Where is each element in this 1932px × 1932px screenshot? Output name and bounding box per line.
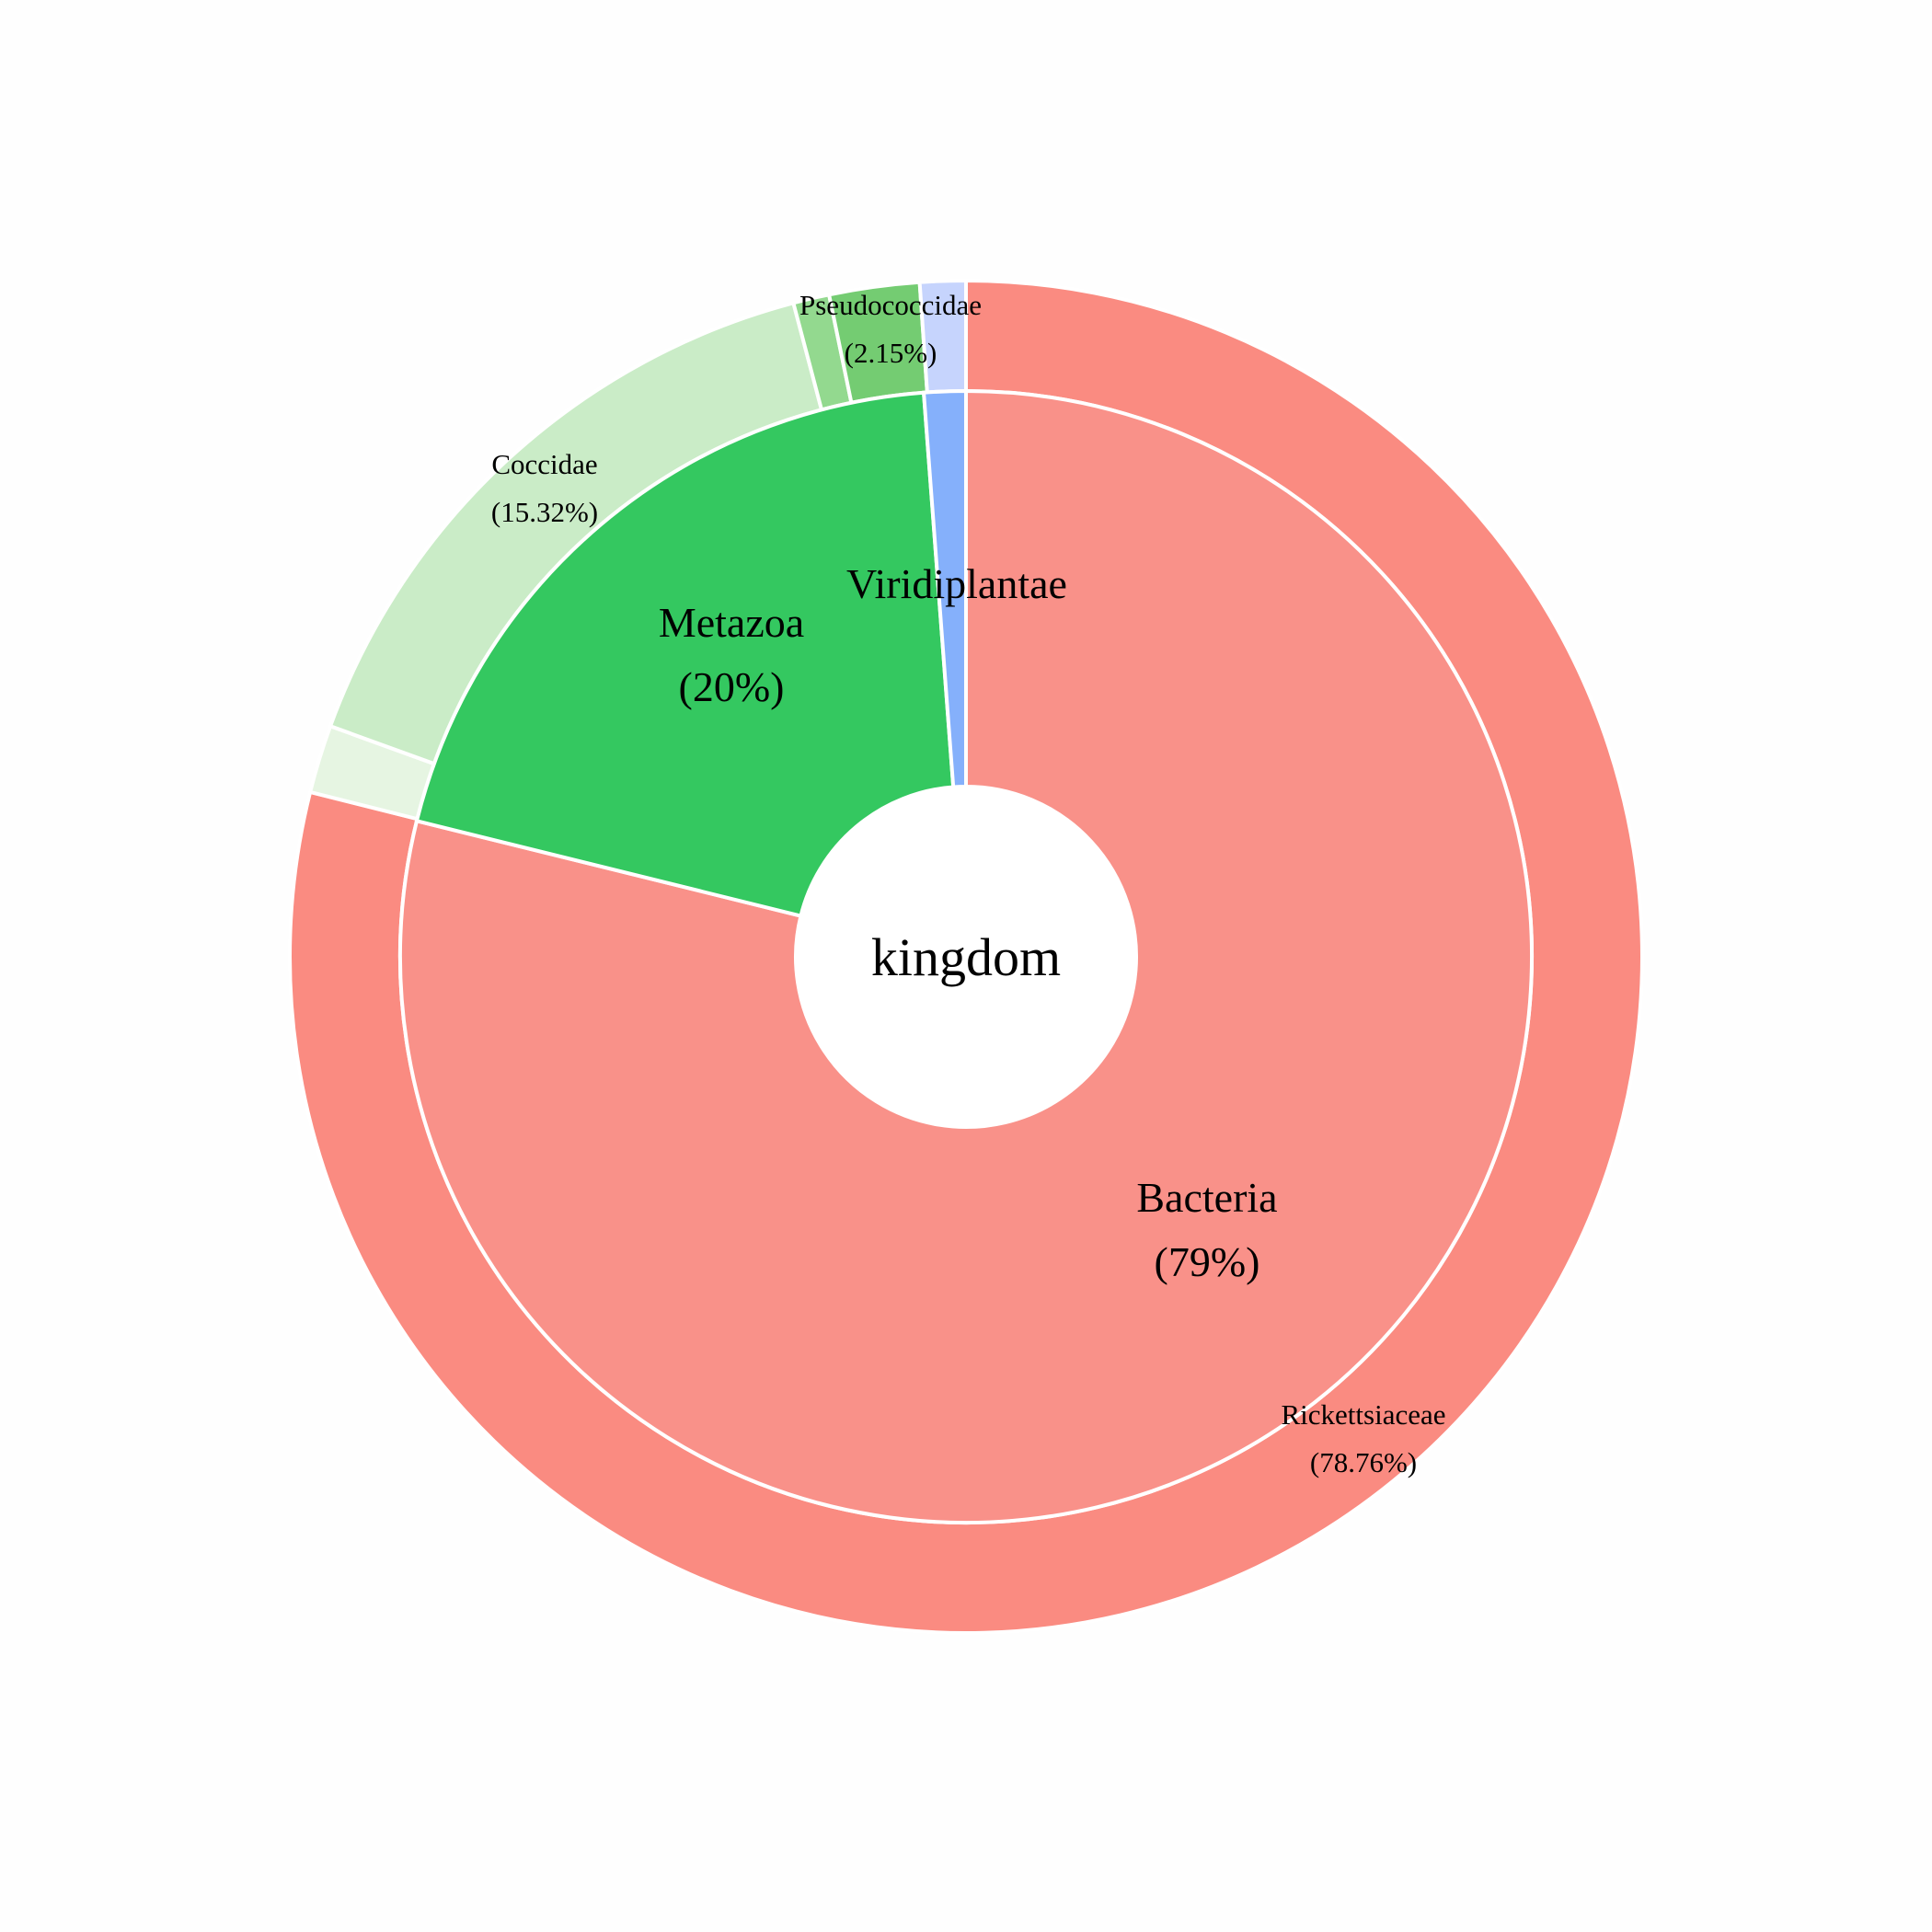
center-hole bbox=[796, 787, 1136, 1127]
outer-label-rickettsiaceae: Rickettsiaceae bbox=[1281, 1398, 1445, 1431]
center-label: kingdom bbox=[871, 927, 1061, 987]
inner-label-metazoa: Metazoa bbox=[659, 599, 804, 646]
outer-label-coccidae: Coccidae bbox=[491, 448, 597, 480]
outer-percent-rickettsiaceae: (78.76%) bbox=[1310, 1446, 1417, 1478]
inner-ring bbox=[398, 388, 1534, 1524]
slice-labels: Bacteria (79%) Metazoa (20%) Viridiplantae Ri… bbox=[491, 289, 1446, 1478]
outer-percent-coccidae: (15.32%) bbox=[491, 496, 598, 528]
inner-label-viridiplantae: Viridiplantae bbox=[846, 560, 1067, 607]
inner-percent-metazoa: (20%) bbox=[679, 663, 785, 710]
outer-label-pseudococcidae: Pseudococcidae bbox=[799, 289, 982, 321]
inner-label-bacteria: Bacteria bbox=[1136, 1174, 1277, 1221]
outer-percent-pseudococcidae: (2.15%) bbox=[845, 337, 937, 369]
inner-percent-bacteria: (79%) bbox=[1155, 1238, 1260, 1285]
